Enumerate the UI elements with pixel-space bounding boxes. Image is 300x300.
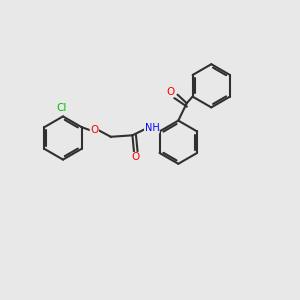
Text: Cl: Cl [56,103,67,113]
Text: O: O [90,125,98,135]
Text: NH: NH [145,123,159,133]
Text: O: O [132,152,140,163]
Text: O: O [167,87,175,97]
